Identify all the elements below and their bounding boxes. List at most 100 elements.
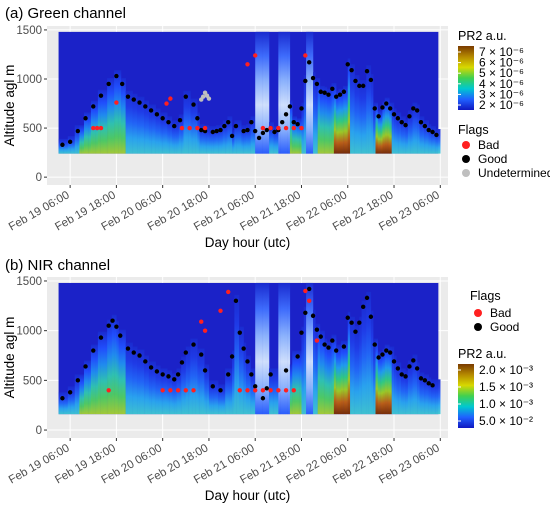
heatmap-column xyxy=(151,104,154,154)
point-good xyxy=(357,83,362,89)
colorbar-title: PR2 a.u. xyxy=(458,29,507,43)
heatmap-column xyxy=(333,82,337,154)
heatmap-column xyxy=(345,85,348,154)
point-good xyxy=(249,372,254,377)
point-good xyxy=(179,360,185,365)
flags-legend-key-good xyxy=(462,155,470,163)
point-good xyxy=(414,108,420,113)
point-good xyxy=(210,384,215,389)
x-axis-label: Day hour (utc) xyxy=(205,235,291,250)
heatmap-column xyxy=(306,282,309,415)
point-bad xyxy=(260,125,266,131)
point-bad xyxy=(183,388,189,393)
heatmap-column xyxy=(144,355,147,415)
point-good xyxy=(183,350,189,355)
point-good xyxy=(160,372,165,377)
point-good xyxy=(260,396,266,401)
heatmap-column xyxy=(81,374,85,415)
heatmap-column xyxy=(227,116,230,154)
point-good xyxy=(349,67,354,73)
point-good xyxy=(353,329,358,334)
heatmap-column xyxy=(134,93,138,154)
point-bad xyxy=(179,125,185,131)
heatmap-column xyxy=(139,96,143,154)
point-good xyxy=(384,348,389,353)
heatmap-column xyxy=(190,338,193,415)
heatmap-column xyxy=(111,314,115,415)
point-good xyxy=(106,323,111,328)
heatmap-column xyxy=(148,104,152,154)
point-good xyxy=(199,127,204,133)
heatmap-column xyxy=(366,65,369,154)
point-good xyxy=(306,286,312,292)
point-bad xyxy=(283,125,289,131)
heatmap-column xyxy=(248,355,251,415)
heatmap-column xyxy=(273,368,277,415)
heatmap-column xyxy=(384,344,388,415)
heatmap-column xyxy=(123,78,126,154)
point-good xyxy=(314,81,320,87)
heatmap-column xyxy=(257,282,261,415)
point-good xyxy=(67,139,73,145)
heatmap-column xyxy=(299,118,302,154)
point-good xyxy=(131,97,136,102)
heatmap-column xyxy=(262,31,265,154)
heatmap-column xyxy=(208,380,212,415)
point-good xyxy=(110,318,115,323)
heatmap-column xyxy=(343,85,346,154)
heatmap-column xyxy=(93,344,96,415)
heatmap-column xyxy=(271,122,274,154)
point-bad xyxy=(91,125,96,131)
point-good xyxy=(67,390,73,395)
point-good xyxy=(360,83,366,89)
heatmap-column xyxy=(419,116,422,154)
heatmap-column xyxy=(431,126,434,154)
heatmap-column xyxy=(299,350,302,415)
heatmap-column xyxy=(100,89,103,154)
point-bad xyxy=(175,388,181,393)
heatmap-column xyxy=(162,112,166,154)
heatmap-column xyxy=(398,362,402,415)
point-good xyxy=(391,112,397,117)
heatmap-column xyxy=(130,342,133,415)
heatmap-column xyxy=(158,108,161,154)
point-good xyxy=(414,366,420,371)
point-good xyxy=(345,315,350,320)
heatmap-column xyxy=(419,372,422,415)
point-good xyxy=(268,372,273,377)
heatmap-column xyxy=(84,360,87,415)
flags-legend-title: Flags xyxy=(470,289,501,303)
heatmap-column xyxy=(225,368,228,415)
point-good xyxy=(137,100,142,105)
point-good xyxy=(119,81,125,87)
point-good xyxy=(83,364,88,369)
heatmap-column xyxy=(141,349,145,415)
point-bad xyxy=(199,319,204,324)
point-good xyxy=(368,77,374,83)
point-good xyxy=(154,112,160,117)
point-good xyxy=(422,123,428,129)
point-good xyxy=(411,358,416,363)
heatmap-column xyxy=(417,362,420,415)
heatmap-column xyxy=(255,31,258,154)
heatmap-column xyxy=(72,386,75,415)
point-good xyxy=(143,104,148,109)
heatmap-column xyxy=(183,356,187,415)
heatmap-column xyxy=(72,135,75,154)
point-good xyxy=(253,384,258,389)
heatmap-column xyxy=(248,124,251,154)
heatmap-column xyxy=(174,373,177,415)
y-tick-label: 0 xyxy=(36,425,42,437)
point-good xyxy=(183,94,189,99)
heatmap-column xyxy=(400,368,404,415)
heatmap-column xyxy=(377,351,381,415)
heatmap-column xyxy=(373,338,376,415)
point-good xyxy=(322,90,327,95)
heatmap-column xyxy=(74,125,78,154)
point-good xyxy=(191,102,196,107)
heatmap-column xyxy=(266,31,270,154)
heatmap-column xyxy=(234,120,237,154)
point-bad xyxy=(299,125,304,131)
point-good xyxy=(233,123,239,129)
